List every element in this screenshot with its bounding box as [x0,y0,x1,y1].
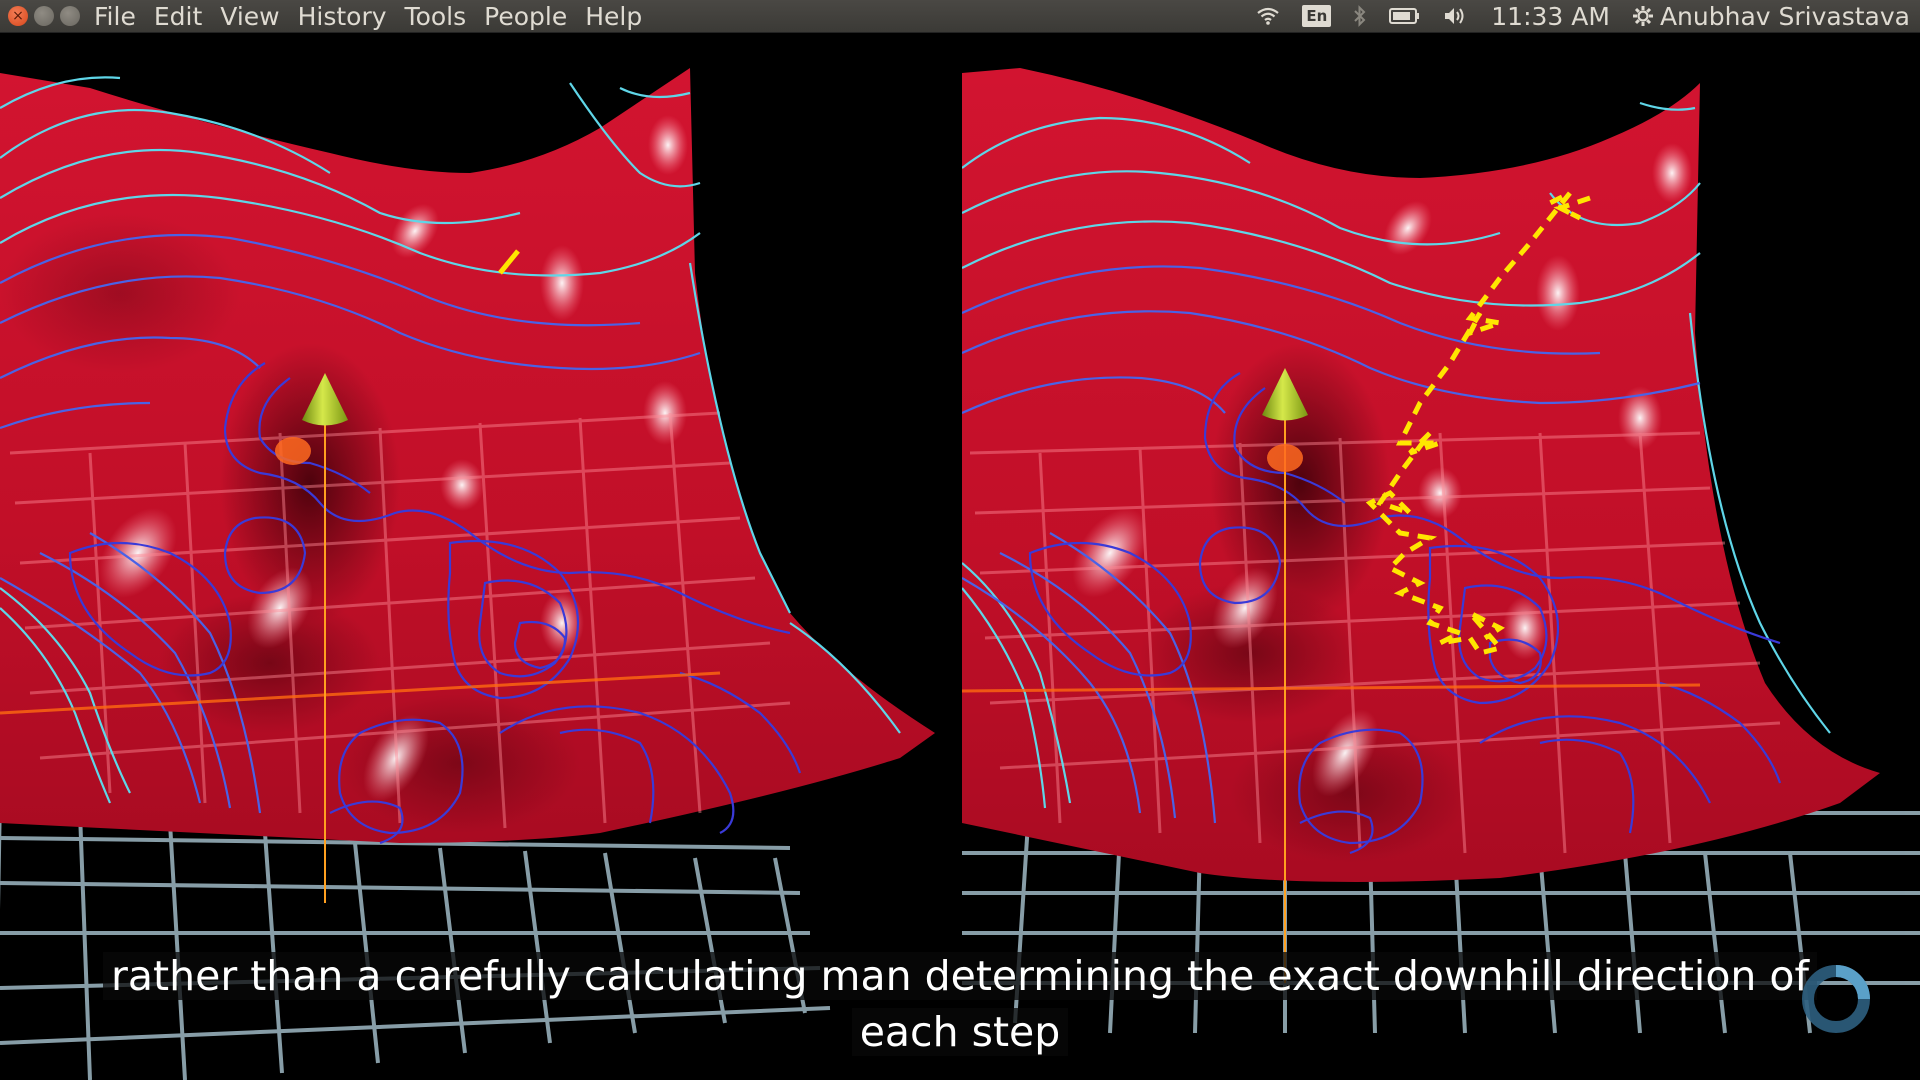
gear-icon [1632,6,1653,26]
volume-icon[interactable] [1443,6,1469,26]
axis-x [962,683,1701,693]
descent-path-short [498,249,520,275]
subtitle-line-1: rather than a carefully calculating man … [103,952,1817,1000]
close-window-button[interactable]: × [8,6,28,26]
battery-icon[interactable] [1389,7,1421,25]
cone-marker [302,373,348,426]
system-tray: En 11:33 AM Anubhav Srivastava [1256,2,1910,31]
subtitle-line-2: each step [851,1008,1069,1056]
minimize-window-button[interactable] [34,6,54,26]
user-name: Anubhav Srivastava [1659,1,1910,31]
menu-file[interactable]: File [94,1,136,31]
menu-tools[interactable]: Tools [404,1,467,31]
user-menu[interactable]: Anubhav Srivastava [1632,2,1910,31]
menu-help[interactable]: Help [585,1,643,31]
menu-people[interactable]: People [484,1,568,31]
subtitle-caption: rather than a carefully calculating man … [0,948,1920,1060]
menu-bar: File Edit View History Tools People Help [94,2,642,31]
menu-view[interactable]: View [220,1,280,31]
maximize-window-button[interactable] [60,6,80,26]
right-surface-panel [962,68,1920,1034]
clock[interactable]: 11:33 AM [1491,1,1610,31]
surface-grid [9,411,791,829]
loss-surface-visualization [0,68,1920,1080]
cone-marker [1262,368,1308,421]
shadow-cone [1267,444,1303,472]
wifi-icon[interactable] [1256,6,1280,26]
menu-edit[interactable]: Edit [153,1,203,31]
keyboard-layout-indicator[interactable]: En [1302,5,1332,27]
window-controls: × [8,6,80,26]
loading-spinner-icon [1802,965,1870,1033]
menu-history[interactable]: History [297,1,387,31]
contour-lines [0,76,901,845]
bluetooth-icon[interactable] [1353,5,1367,27]
shadow-cone [275,437,311,465]
surface-highlights [99,115,688,802]
axis-x [0,671,721,715]
top-menu-bar: × File Edit View History Tools People He… [0,0,1920,33]
stochastic-descent-path [1365,190,1591,656]
left-surface-panel [0,68,935,1080]
